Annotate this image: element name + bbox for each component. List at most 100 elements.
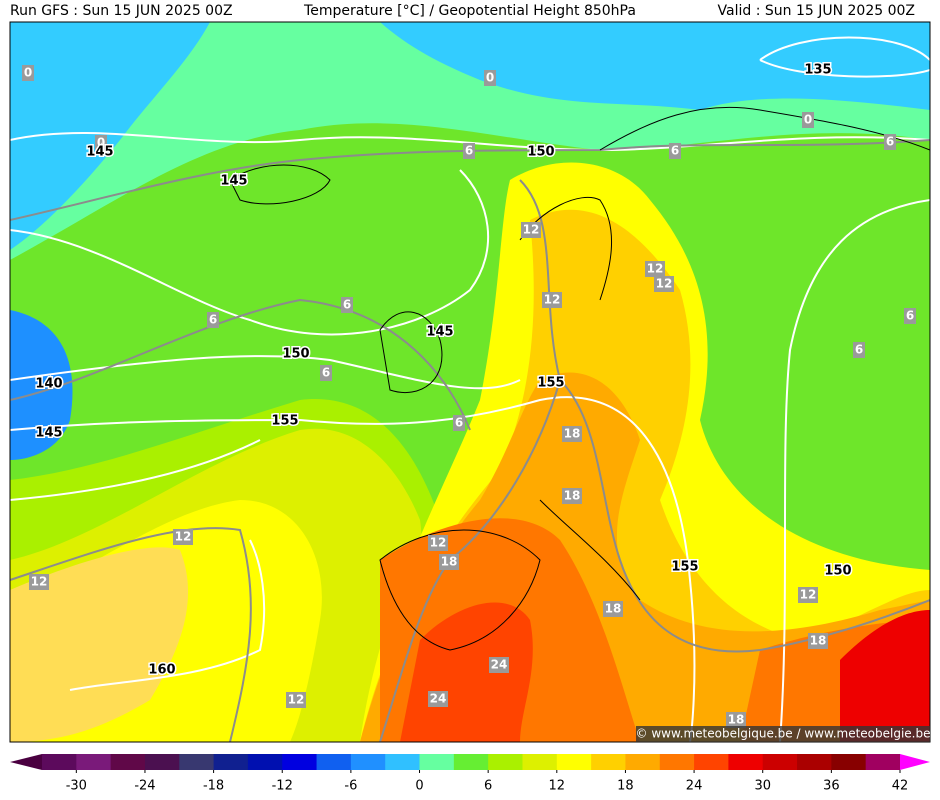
colorbar-segment: [213, 754, 249, 770]
colorbar-segment: [762, 754, 798, 770]
temperature-label: 18: [564, 489, 581, 503]
temperature-label-box: [489, 657, 509, 673]
colorbar: -30 -24 -18 -12 -6 0 6 12 18 24 30 36 42: [10, 754, 930, 794]
height-label: 145: [35, 426, 62, 441]
map-field: [9, 21, 931, 743]
colorbar-segment: [419, 754, 455, 770]
temperature-label-box: [428, 535, 448, 551]
temperature-label-box: [904, 308, 916, 324]
temperature-label-box: [884, 134, 896, 150]
temperature-label-box: [320, 365, 332, 381]
temperature-label: 12: [175, 530, 192, 544]
colorbar-tick-label: -30: [66, 779, 87, 794]
temperature-label: 24: [491, 658, 508, 672]
temperature-label: 6: [322, 366, 330, 380]
temperature-label: 18: [564, 427, 581, 441]
temperature-label: 12: [288, 693, 305, 707]
colorbar-tick-label: -24: [134, 779, 155, 794]
colorbar-segment: [694, 754, 729, 770]
map-title: Temperature [°C] / Geopotential Height 8…: [303, 3, 636, 19]
temperature-label-box: [484, 70, 496, 86]
colorbar-segment: [591, 754, 626, 770]
watermark-bg: [636, 726, 930, 742]
temperature-label-box: [669, 143, 681, 159]
colorbar-tick-label: 42: [892, 779, 909, 794]
temperature-label-box: [521, 222, 541, 238]
colorbar-segment: [282, 754, 318, 770]
temperature-label-box: [463, 143, 475, 159]
temperature-label-box: [428, 691, 448, 707]
watermark: © www.meteobelgique.be / www.meteobelgie…: [636, 727, 931, 741]
temperature-label: 6: [855, 343, 863, 357]
temperature-label-box: [542, 292, 562, 308]
height-label: 145: [220, 174, 247, 189]
temperature-label: 18: [605, 602, 622, 616]
height-label: 140: [35, 377, 62, 392]
temperature-label: 18: [728, 713, 745, 727]
colorbar-tick-label: 0: [415, 779, 423, 794]
temperature-label-box: [726, 712, 746, 728]
temperature-label-box: [173, 529, 193, 545]
height-label: 155: [271, 414, 298, 429]
colorbar-tick-label: -12: [272, 779, 293, 794]
colorbar-segment: [76, 754, 112, 770]
colorbar-segment: [831, 754, 867, 770]
temperature-label-box: [439, 554, 459, 570]
height-label: 145: [86, 145, 113, 160]
colorbar-tick-label: 6: [484, 779, 492, 794]
temperature-label: 0: [486, 71, 494, 85]
temperature-label: 6: [886, 135, 894, 149]
colorbar-arrow-low: [10, 754, 42, 770]
colorbar-tick-label: 30: [754, 779, 771, 794]
colorbar-segment: [522, 754, 558, 770]
temperature-label: 12: [656, 277, 673, 291]
temperature-label-box: [808, 633, 828, 649]
temperature-label: 18: [810, 634, 827, 648]
temperature-label: 6: [671, 144, 679, 158]
colorbar-segment: [316, 754, 352, 770]
height-label: 150: [824, 564, 851, 579]
temperature-label: 12: [544, 293, 561, 307]
colorbar-tick-label: 12: [549, 779, 566, 794]
temperature-label: 18: [441, 555, 458, 569]
height-label: 135: [804, 63, 831, 78]
colorbar-segment: [488, 754, 523, 770]
temperature-label-box: [562, 488, 582, 504]
temperature-label-box: [654, 276, 674, 292]
temperature-label: 6: [343, 298, 351, 312]
height-labels: 135 150 145 145 145 150 155 140 145 155 155 150 160: [34, 61, 853, 679]
temperature-label: 6: [455, 416, 463, 430]
height-label: 150: [282, 347, 309, 362]
temperature-label-box: [798, 587, 818, 603]
height-label: 155: [537, 376, 564, 391]
temperature-label-box: [29, 574, 49, 590]
temperature-label-box: [286, 692, 306, 708]
colorbar-segment: [659, 754, 695, 770]
colorbar-segment: [179, 754, 215, 770]
temperature-label-box: [453, 415, 465, 431]
height-label: 155: [671, 560, 698, 575]
temperature-label: 0: [804, 113, 812, 127]
temperature-label-box: [95, 135, 107, 151]
colorbar-tick-label: -6: [344, 779, 357, 794]
temperature-label: 6: [465, 144, 473, 158]
colorbar-segment: [110, 754, 146, 770]
temperature-label: 6: [209, 313, 217, 327]
colorbar-segment: [728, 754, 764, 770]
temperature-label-box: [341, 297, 353, 313]
temperature-label: 24: [430, 692, 447, 706]
run-info: Run GFS : Sun 15 JUN 2025 00Z: [10, 3, 233, 19]
colorbar-segment: [625, 754, 661, 770]
temperature-label: 12: [430, 536, 447, 550]
temperature-label-box: [22, 65, 34, 81]
temperature-label-box: [207, 312, 219, 328]
colorbar-segment: [42, 754, 77, 770]
colorbar-tick-label: 18: [617, 779, 634, 794]
colorbar-tick-label: 36: [823, 779, 840, 794]
temperature-label-box: [802, 112, 814, 128]
colorbar-segment: [247, 754, 283, 770]
temperature-label-box: [645, 261, 665, 277]
